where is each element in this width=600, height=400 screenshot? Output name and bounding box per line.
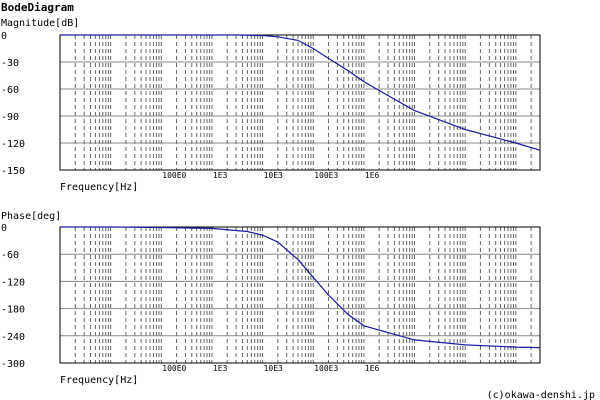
phase-xtick-label: 1E6 (365, 364, 380, 373)
magnitude-ytick-label: 0 (1, 31, 7, 42)
magnitude-xlabel: Frequency[Hz] (60, 182, 138, 193)
magnitude-ytick-label: -30 (1, 58, 19, 69)
phase-ytick-label: 0 (1, 223, 7, 234)
phase-xtick-label: 100E0 (162, 364, 186, 373)
magnitude-xtick-label: 1E3 (213, 171, 228, 180)
phase-ylabel: Phase[deg] (1, 211, 61, 222)
magnitude-ytick-label: -150 (1, 166, 25, 177)
copyright-text: (c)okawa-denshi.jp (487, 390, 595, 400)
magnitude-plot-frame (59, 34, 541, 171)
magnitude-ytick-label: -60 (1, 85, 19, 96)
magnitude-ylabel: Magnitude[dB] (1, 18, 79, 29)
magnitude-xtick-label: 1E6 (365, 171, 380, 180)
phase-curve-line (60, 226, 541, 349)
phase-ytick-label: -120 (1, 277, 25, 288)
phase-ytick-label: -240 (1, 332, 25, 343)
magnitude-ytick-label: -120 (1, 139, 25, 150)
page-title: BodeDiagram (1, 1, 74, 14)
magnitude-plot (59, 34, 541, 171)
phase-xtick-label: 1E3 (213, 364, 228, 373)
phase-xlabel: Frequency[Hz] (60, 375, 138, 386)
magnitude-ytick-label: -90 (1, 112, 19, 123)
phase-plot-frame (59, 226, 541, 364)
magnitude-xtick-label: 10E3 (264, 171, 283, 180)
magnitude-curve-line (60, 34, 541, 151)
phase-ytick-label: -60 (1, 250, 19, 261)
phase-xtick-label: 10E3 (264, 364, 283, 373)
phase-ytick-label: -180 (1, 305, 25, 316)
magnitude-xtick-label: 100E0 (162, 171, 186, 180)
phase-plot (59, 226, 541, 364)
phase-xtick-label: 100E3 (314, 364, 338, 373)
magnitude-xtick-label: 100E3 (314, 171, 338, 180)
phase-ytick-label: -300 (1, 359, 25, 370)
